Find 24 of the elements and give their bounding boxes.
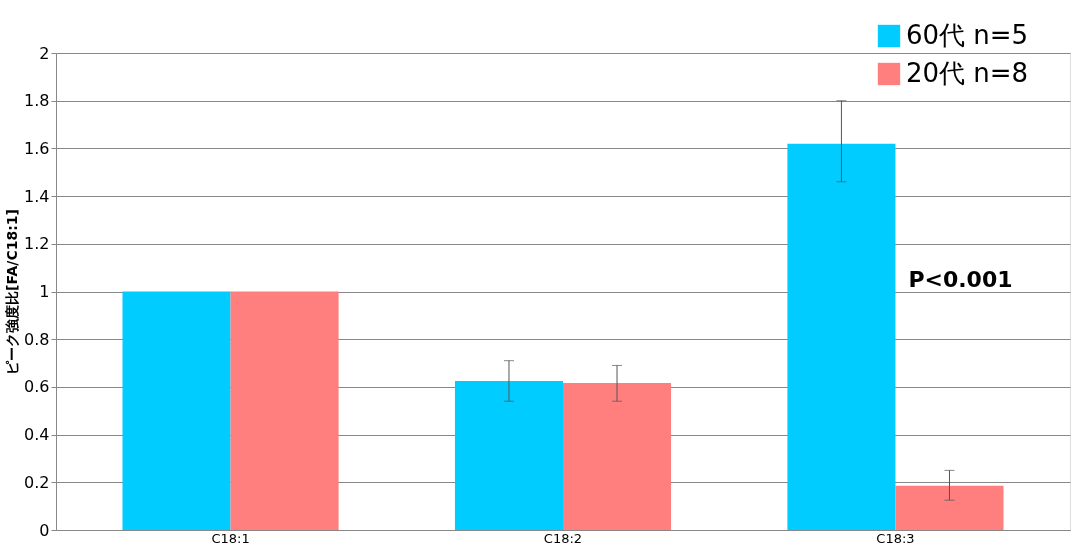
y-axis-title: ピーク強度比[FA/C18:1] bbox=[4, 209, 21, 375]
x-tick-label: C18:3 bbox=[876, 530, 915, 546]
y-tick-label: 1 bbox=[39, 282, 50, 301]
y-tick-label: 1.2 bbox=[24, 234, 50, 254]
legend-label: 20代 n=8 bbox=[906, 58, 1029, 88]
y-tick-label: 0.4 bbox=[24, 425, 50, 445]
bar bbox=[787, 143, 896, 530]
y-tick-label: 0.2 bbox=[24, 472, 50, 492]
bar bbox=[122, 291, 231, 530]
y-tick-label: 1.4 bbox=[24, 186, 50, 206]
y-tick-label: 0.6 bbox=[24, 377, 50, 397]
bar bbox=[563, 383, 672, 530]
y-tick-label: 1.6 bbox=[24, 138, 50, 158]
y-tick-label: 1.8 bbox=[24, 91, 50, 111]
bar bbox=[230, 291, 339, 530]
y-tick-label: 0.8 bbox=[24, 329, 50, 349]
x-tick-label: C18:1 bbox=[211, 530, 250, 546]
y-tick-label: 0 bbox=[39, 520, 50, 540]
bar bbox=[895, 485, 1004, 530]
bar bbox=[454, 380, 563, 530]
x-tick-label: C18:2 bbox=[543, 530, 583, 546]
annotation: P<0.001 bbox=[908, 266, 1013, 292]
y-tick-label: 2 bbox=[39, 43, 50, 63]
legend-label: 60代 n=5 bbox=[906, 20, 1029, 50]
